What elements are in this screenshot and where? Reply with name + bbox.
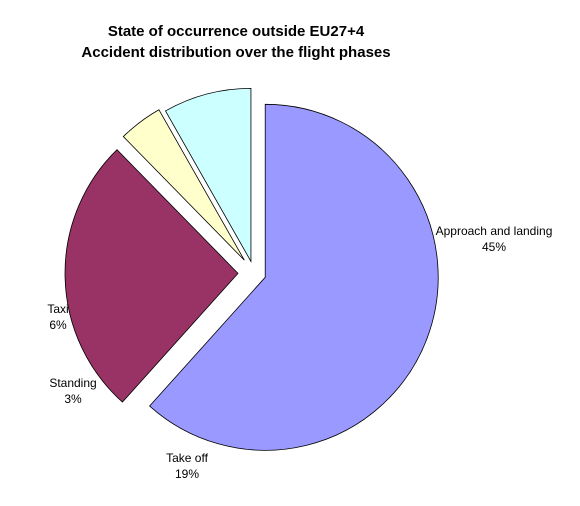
slice-label: Take off [166, 451, 208, 465]
slice-label: Approach and landing [436, 224, 553, 238]
pie-slice-take-off [64, 149, 239, 403]
pie-slice-approach-and-landing [149, 103, 439, 451]
slice-value-label: 3% [64, 392, 82, 406]
slice-label: Standing [49, 376, 96, 390]
pie-labels: Approach and landing 45% Take off 19% Standi… [47, 224, 552, 481]
chart-title-line-2: Accident distribution over the flight ph… [81, 44, 390, 61]
pie-slice-taxi [164, 87, 252, 263]
slice-value-label: 19% [175, 467, 199, 481]
chart-title-line-1: State of occurrence outside EU27+4 [108, 23, 365, 40]
slice-value-label: 45% [482, 240, 506, 254]
pie-slice-standing [122, 109, 245, 261]
slice-value-label: 6% [49, 318, 67, 332]
pie-slices [64, 87, 439, 451]
slice-label: Taxi [47, 302, 68, 316]
